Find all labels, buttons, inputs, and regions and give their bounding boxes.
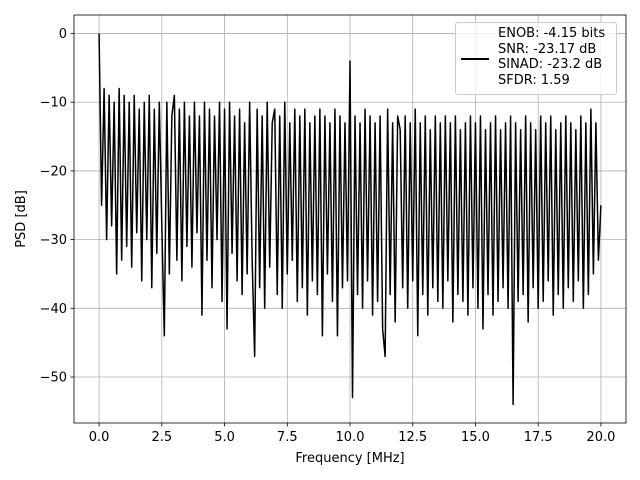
y-axis-label: PSD [dB] [14, 190, 29, 248]
x-tick-label: 0.0 [89, 430, 110, 445]
x-tick-label: 15.0 [461, 430, 490, 445]
x-tick-label: 12.5 [398, 430, 427, 445]
x-tick-label: 17.5 [524, 430, 553, 445]
y-tick-label: 0 [59, 27, 67, 42]
x-tick-label: 20.0 [586, 430, 615, 445]
plot-frame [73, 14, 627, 424]
x-tick-label: 5.0 [214, 430, 235, 445]
legend: ENOB: -4.15 bits SNR: -23.17 dB SINAD: -… [455, 22, 617, 95]
y-tick-label: −40 [40, 302, 67, 317]
legend-line [461, 58, 489, 60]
y-tick-label: −20 [40, 164, 67, 179]
legend-label: ENOB: -4.15 bits SNR: -23.17 dB SINAD: -… [498, 26, 606, 89]
x-tick-label: 7.5 [277, 430, 298, 445]
psd-line [98, 33, 602, 406]
x-tick-label: 10.0 [336, 430, 365, 445]
y-tick-label: −30 [40, 233, 67, 248]
x-axis-label: Frequency [MHz] [295, 451, 404, 466]
y-tick-label: −50 [40, 370, 67, 385]
x-tick-label: 2.5 [151, 430, 172, 445]
y-tick-label: −10 [40, 96, 67, 111]
